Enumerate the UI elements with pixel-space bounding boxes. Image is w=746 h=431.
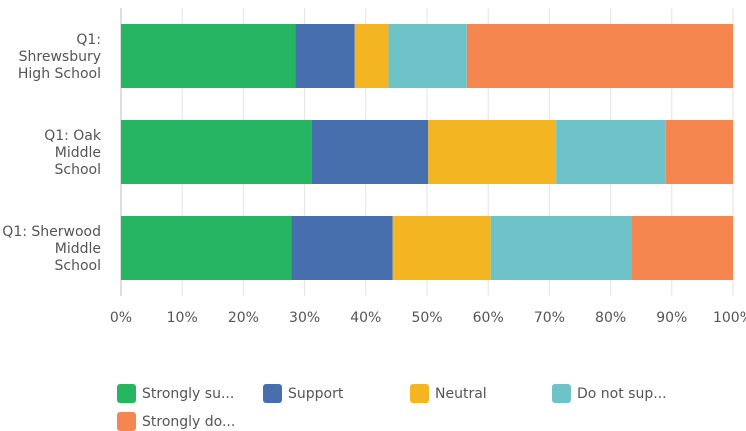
x-tick-label: 40% [350,310,381,326]
legend-swatch [552,384,571,403]
bar-segment[interactable] [121,24,296,88]
bar-segment[interactable] [311,120,429,184]
legend-label: Neutral [435,385,487,402]
legend-label: Strongly su... [142,385,235,402]
category-label: Shrewsbury [19,49,101,65]
bar-segment[interactable] [295,24,355,88]
category-label: Q1: [76,32,101,48]
legend-label: Strongly do... [142,413,236,430]
bar-segment[interactable] [121,120,312,184]
bar-segment[interactable] [291,216,393,280]
category-label: School [55,258,101,274]
bar-segment[interactable] [556,120,666,184]
legend-item[interactable]: Strongly do... [117,412,235,431]
bar-segment[interactable] [428,120,557,184]
bar-segment[interactable] [121,216,292,280]
bar-segment[interactable] [354,24,389,88]
bar-segment[interactable] [631,216,733,280]
bars [121,24,733,280]
legend-swatch [117,412,136,431]
legend-item[interactable]: Strongly su... [117,384,234,403]
bar-segment[interactable] [388,24,467,88]
legend-label: Do not sup... [577,385,667,402]
legend-item[interactable]: Support [263,384,343,403]
x-tick-label: 30% [289,310,320,326]
category-label: School [55,162,101,178]
legend-swatch [410,384,429,403]
x-axis: 0% 10% 20% 30% 40% 50% 60% 70% 80% 90% 100% [110,8,746,326]
x-tick-label: 0% [110,310,132,326]
legend-swatch [117,384,136,403]
bar-segment[interactable] [665,120,733,184]
legend-label: Support [288,385,344,402]
x-tick-label: 60% [473,310,504,326]
x-tick-label: 100% [713,310,746,326]
bar-segment[interactable] [466,24,733,88]
x-tick-label: 80% [595,310,626,326]
legend-item[interactable]: Neutral [410,384,487,403]
category-label: Middle [55,241,101,257]
category-label: Q1: Oak [44,128,102,144]
x-tick-label: 10% [167,310,198,326]
legend-item[interactable]: Do not sup... [552,384,667,403]
category-label: Middle [55,145,101,161]
category-label: Q1: Sherwood [2,224,101,240]
category-label: High School [18,66,101,82]
x-tick-label: 20% [228,310,259,326]
bar-segment[interactable] [392,216,491,280]
legend-swatch [263,384,282,403]
x-tick-label: 50% [411,310,442,326]
x-tick-label: 70% [534,310,565,326]
bar-segment[interactable] [490,216,632,280]
x-tick-label: 90% [656,310,687,326]
